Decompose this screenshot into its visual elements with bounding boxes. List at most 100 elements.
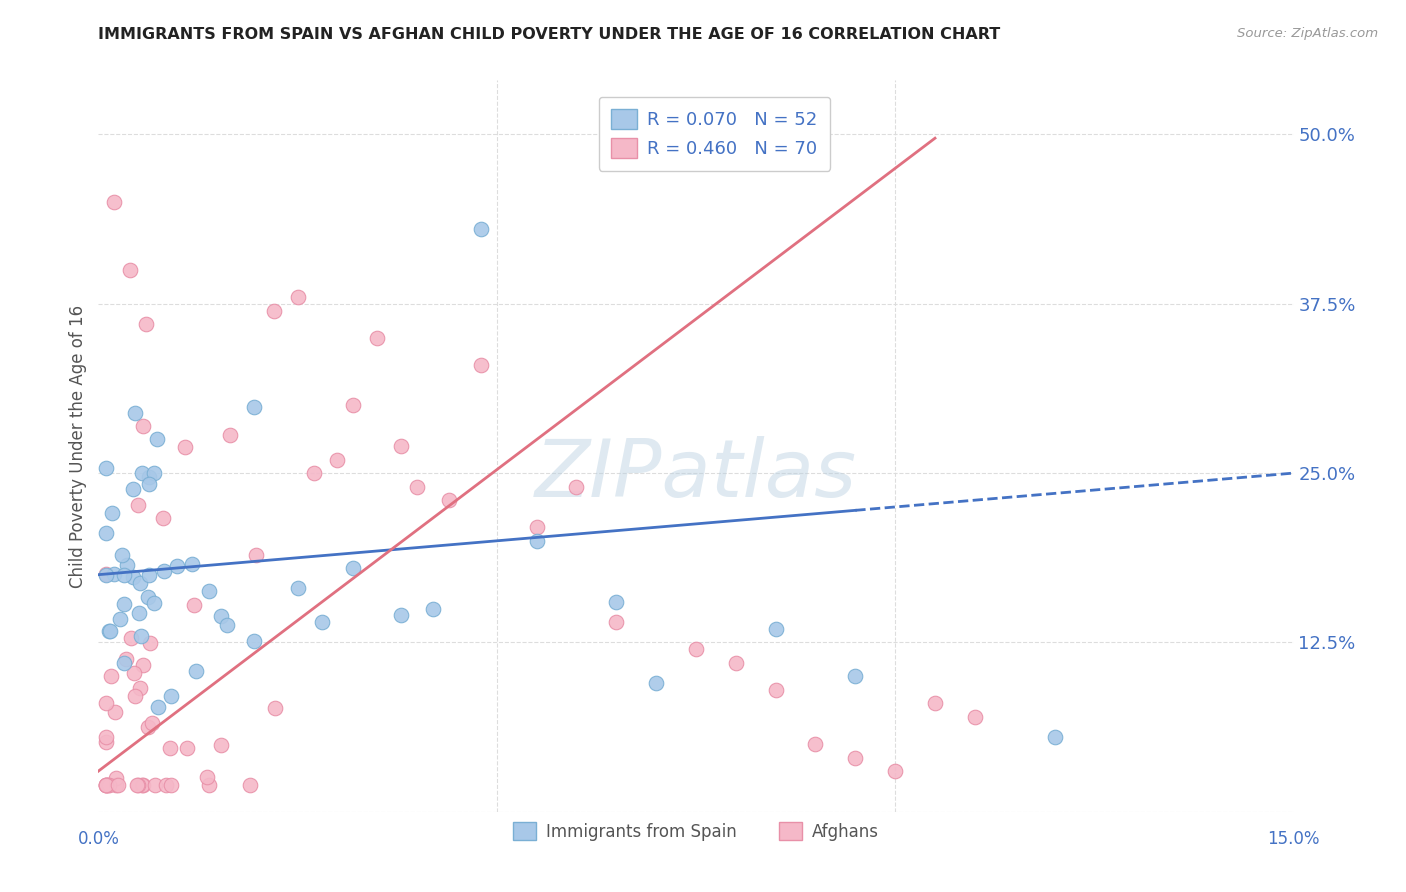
- Point: [287, 581, 309, 595]
- Point: [142, 466, 165, 480]
- Point: [302, 466, 325, 480]
- Point: [96, 568, 118, 582]
- Point: [97, 778, 120, 792]
- Point: [139, 635, 162, 649]
- Point: [470, 358, 492, 372]
- Point: [141, 716, 163, 731]
- Point: [176, 740, 198, 755]
- Point: [605, 615, 627, 629]
- Point: [121, 570, 143, 584]
- Point: [97, 778, 120, 792]
- Text: ZIPatlas: ZIPatlas: [534, 436, 858, 515]
- Point: [112, 567, 135, 582]
- Point: [124, 406, 146, 420]
- Point: [138, 568, 160, 582]
- Point: [183, 598, 205, 612]
- Point: [166, 559, 188, 574]
- Point: [125, 778, 148, 792]
- Point: [924, 697, 946, 711]
- Point: [117, 558, 139, 572]
- Point: [96, 778, 118, 792]
- Point: [1043, 730, 1066, 744]
- Point: [844, 669, 866, 683]
- Point: [152, 511, 174, 525]
- Point: [209, 609, 232, 624]
- Point: [143, 596, 166, 610]
- Point: [112, 597, 135, 611]
- Point: [96, 696, 118, 710]
- Point: [122, 483, 145, 497]
- Point: [155, 778, 177, 792]
- Point: [153, 564, 176, 578]
- Point: [215, 617, 238, 632]
- Point: [103, 195, 125, 210]
- Point: [724, 656, 747, 670]
- Point: [96, 735, 118, 749]
- Point: [111, 548, 134, 562]
- Point: [198, 584, 221, 599]
- Point: [844, 750, 866, 764]
- Point: [160, 778, 183, 792]
- Point: [136, 720, 159, 734]
- Point: [565, 480, 588, 494]
- Point: [131, 778, 153, 792]
- Point: [96, 730, 118, 744]
- Legend: Immigrants from Spain, Afghans: Immigrants from Spain, Afghans: [506, 815, 886, 847]
- Point: [131, 466, 153, 480]
- Point: [263, 303, 285, 318]
- Point: [243, 633, 266, 648]
- Point: [127, 778, 149, 792]
- Text: 15.0%: 15.0%: [1267, 830, 1320, 848]
- Point: [96, 525, 118, 540]
- Point: [804, 737, 827, 751]
- Point: [645, 128, 668, 142]
- Point: [98, 624, 121, 638]
- Point: [197, 770, 219, 784]
- Point: [342, 561, 364, 575]
- Point: [209, 738, 232, 752]
- Point: [105, 778, 128, 792]
- Point: [128, 606, 150, 620]
- Point: [96, 567, 118, 582]
- Point: [245, 548, 267, 562]
- Point: [645, 676, 668, 690]
- Point: [128, 681, 150, 696]
- Point: [963, 710, 986, 724]
- Point: [389, 439, 412, 453]
- Text: 0.0%: 0.0%: [77, 830, 120, 848]
- Point: [366, 331, 388, 345]
- Point: [146, 700, 169, 714]
- Point: [96, 778, 118, 792]
- Point: [159, 740, 181, 755]
- Point: [263, 701, 285, 715]
- Point: [238, 778, 260, 792]
- Point: [107, 778, 129, 792]
- Y-axis label: Child Poverty Under the Age of 16: Child Poverty Under the Age of 16: [69, 304, 87, 588]
- Point: [115, 652, 138, 666]
- Point: [311, 615, 333, 629]
- Point: [104, 705, 127, 719]
- Text: IMMIGRANTS FROM SPAIN VS AFGHAN CHILD POVERTY UNDER THE AGE OF 16 CORRELATION CH: IMMIGRANTS FROM SPAIN VS AFGHAN CHILD PO…: [98, 27, 1001, 42]
- Point: [174, 440, 197, 454]
- Point: [765, 622, 787, 636]
- Point: [122, 666, 145, 681]
- Point: [138, 470, 160, 484]
- Point: [146, 432, 169, 446]
- Point: [132, 657, 155, 672]
- Point: [326, 452, 349, 467]
- Point: [184, 664, 207, 678]
- Point: [96, 778, 118, 792]
- Point: [287, 290, 309, 304]
- Point: [104, 771, 127, 785]
- Point: [120, 263, 142, 277]
- Point: [135, 317, 157, 331]
- Point: [129, 575, 152, 590]
- Point: [197, 778, 219, 792]
- Point: [100, 669, 122, 683]
- Point: [765, 682, 787, 697]
- Point: [100, 506, 122, 520]
- Point: [884, 764, 907, 778]
- Point: [129, 629, 152, 643]
- Point: [422, 601, 444, 615]
- Point: [112, 657, 135, 671]
